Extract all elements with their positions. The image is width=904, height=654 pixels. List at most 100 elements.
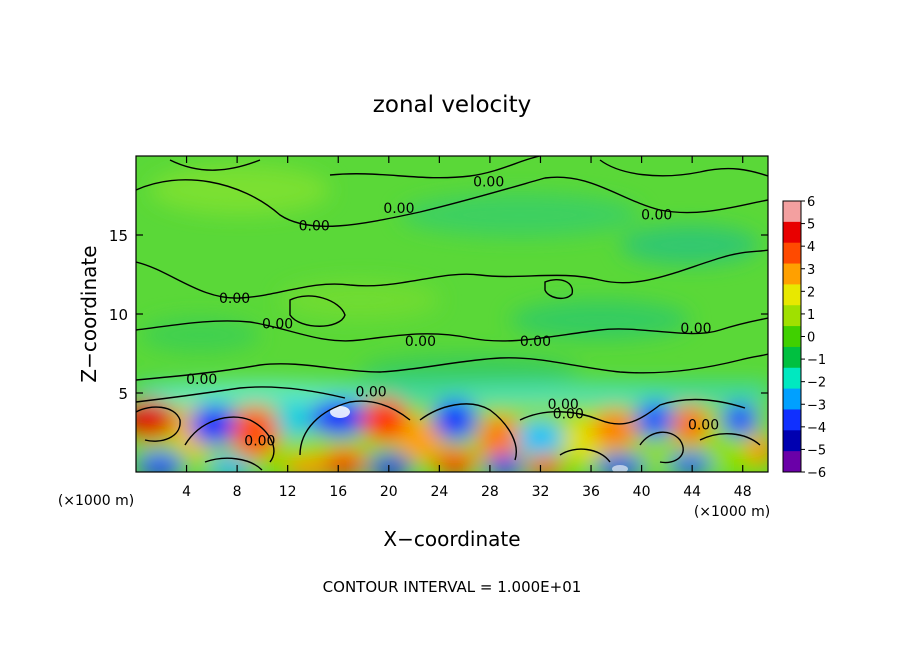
contour-line	[519, 398, 746, 425]
field-blob	[668, 454, 712, 472]
x-tick-label: 20	[380, 484, 398, 500]
contour-line	[419, 403, 517, 461]
field-blob	[722, 404, 758, 436]
colorbar-tick-label: −2	[807, 376, 826, 391]
colorbar: 6 5 4 3 2 1 0 −1 −2 −3 −4 −5 −6	[782, 195, 826, 481]
x-tick-label: 4	[182, 484, 191, 500]
field-blob	[485, 456, 525, 472]
y-axis: 5 10 15	[109, 227, 768, 403]
field-blob	[231, 406, 279, 458]
contour-line	[299, 400, 411, 456]
field-blob	[136, 453, 184, 472]
colorbar-swatch	[783, 326, 801, 348]
field-blob	[275, 402, 315, 438]
field-blob	[360, 354, 580, 386]
contour-label: 0.00	[383, 201, 414, 217]
contour-line	[136, 176, 768, 227]
field-blob	[433, 450, 477, 472]
field-blob	[433, 400, 477, 440]
contour-line	[136, 406, 181, 442]
chart-title: zonal velocity	[373, 92, 531, 118]
plot-area: 0.000.000.00 0.000.000.000.00 0.000.000.00…	[136, 156, 768, 472]
field-blob	[323, 450, 367, 472]
field-blob	[620, 225, 760, 265]
contour-label: 0.00	[688, 418, 719, 434]
x-unit-label-right: (×1000 m)	[694, 504, 770, 520]
colorbar-tick-label: 0	[807, 331, 815, 346]
contour-label: 0.00	[553, 407, 584, 423]
contour-label: 0.00	[473, 174, 504, 190]
field-blob	[368, 454, 412, 472]
colorbar-swatch	[783, 409, 801, 431]
contour-line	[559, 448, 611, 463]
field-blob	[746, 436, 768, 464]
colorbar-tick-label: −1	[807, 353, 826, 368]
field-blob	[400, 193, 640, 237]
field-blob	[280, 280, 440, 320]
field-blob	[478, 416, 522, 464]
contour-label: 0.00	[244, 433, 275, 449]
contour-label: 0.00	[356, 384, 387, 400]
contour-line	[204, 457, 263, 471]
y-tick-label: 15	[109, 227, 128, 245]
colorbar-tick-label: −6	[807, 466, 826, 481]
contour-line	[184, 416, 275, 463]
contour-interval-footer: CONTOUR INTERVAL = 1.000E+01	[323, 578, 582, 596]
contour-label: 0.00	[299, 219, 330, 235]
x-unit-label-left: (×1000 m)	[58, 493, 134, 509]
field-blob	[593, 410, 637, 450]
colorbar-tick-label: −3	[807, 398, 826, 413]
colorbar-tick-label: 4	[807, 240, 815, 255]
field-blob	[189, 405, 241, 445]
x-tick-label: 40	[633, 484, 651, 500]
colorbar-swatch	[783, 367, 801, 390]
contour-line	[136, 353, 768, 381]
x-tick-label: 36	[582, 484, 600, 500]
colorbar-swatch	[783, 451, 801, 473]
colorbar-tick-label: −5	[807, 443, 826, 458]
contour-lines	[136, 156, 768, 471]
field-blob	[361, 398, 409, 442]
contour-label: 0.00	[641, 207, 672, 223]
field-core	[612, 465, 628, 472]
field-blob	[635, 402, 675, 438]
x-tick-label: 8	[233, 484, 242, 500]
field-blob	[398, 420, 442, 460]
contour-line	[544, 278, 574, 300]
colorbar-tick-label: 3	[807, 263, 815, 278]
contour-label: 0.00	[262, 316, 293, 332]
colorbar-swatch	[783, 284, 801, 306]
colorbar-swatch	[783, 242, 801, 265]
x-tick-label: 44	[683, 484, 701, 500]
colorbar-swatch	[783, 346, 801, 369]
contour-line	[289, 295, 346, 327]
field-blob	[516, 422, 564, 454]
contour-label: 0.00	[405, 334, 436, 350]
field-blob	[136, 400, 176, 440]
x-tick-label: 32	[532, 484, 550, 500]
field-core	[330, 406, 350, 418]
colorbar-tick-label: −4	[807, 421, 826, 436]
x-tick-label: 16	[329, 484, 347, 500]
contour-labels: 0.000.000.00 0.000.000.000.00 0.000.000.00…	[186, 174, 719, 449]
colorbar-swatch	[783, 388, 801, 410]
y-tick-label: 10	[109, 306, 128, 324]
field-blob	[527, 456, 563, 472]
field-blob	[594, 456, 646, 472]
x-axis-label: X−coordinate	[383, 527, 520, 551]
contour-line	[699, 432, 761, 446]
contour-label: 0.00	[186, 372, 217, 388]
contour-line	[136, 386, 346, 403]
y-axis-label: Z−coordinate	[77, 245, 101, 382]
y-tick-label: 5	[118, 385, 128, 403]
field-cores	[330, 406, 628, 472]
field-blob	[150, 381, 370, 409]
x-tick-label: 48	[734, 484, 752, 500]
contour-label: 0.00	[680, 321, 711, 337]
field-blob	[208, 458, 252, 472]
contour-label: 0.00	[548, 397, 579, 413]
x-tick-label: 12	[279, 484, 297, 500]
contour-label: 0.00	[520, 334, 551, 350]
contour-line	[639, 431, 684, 464]
